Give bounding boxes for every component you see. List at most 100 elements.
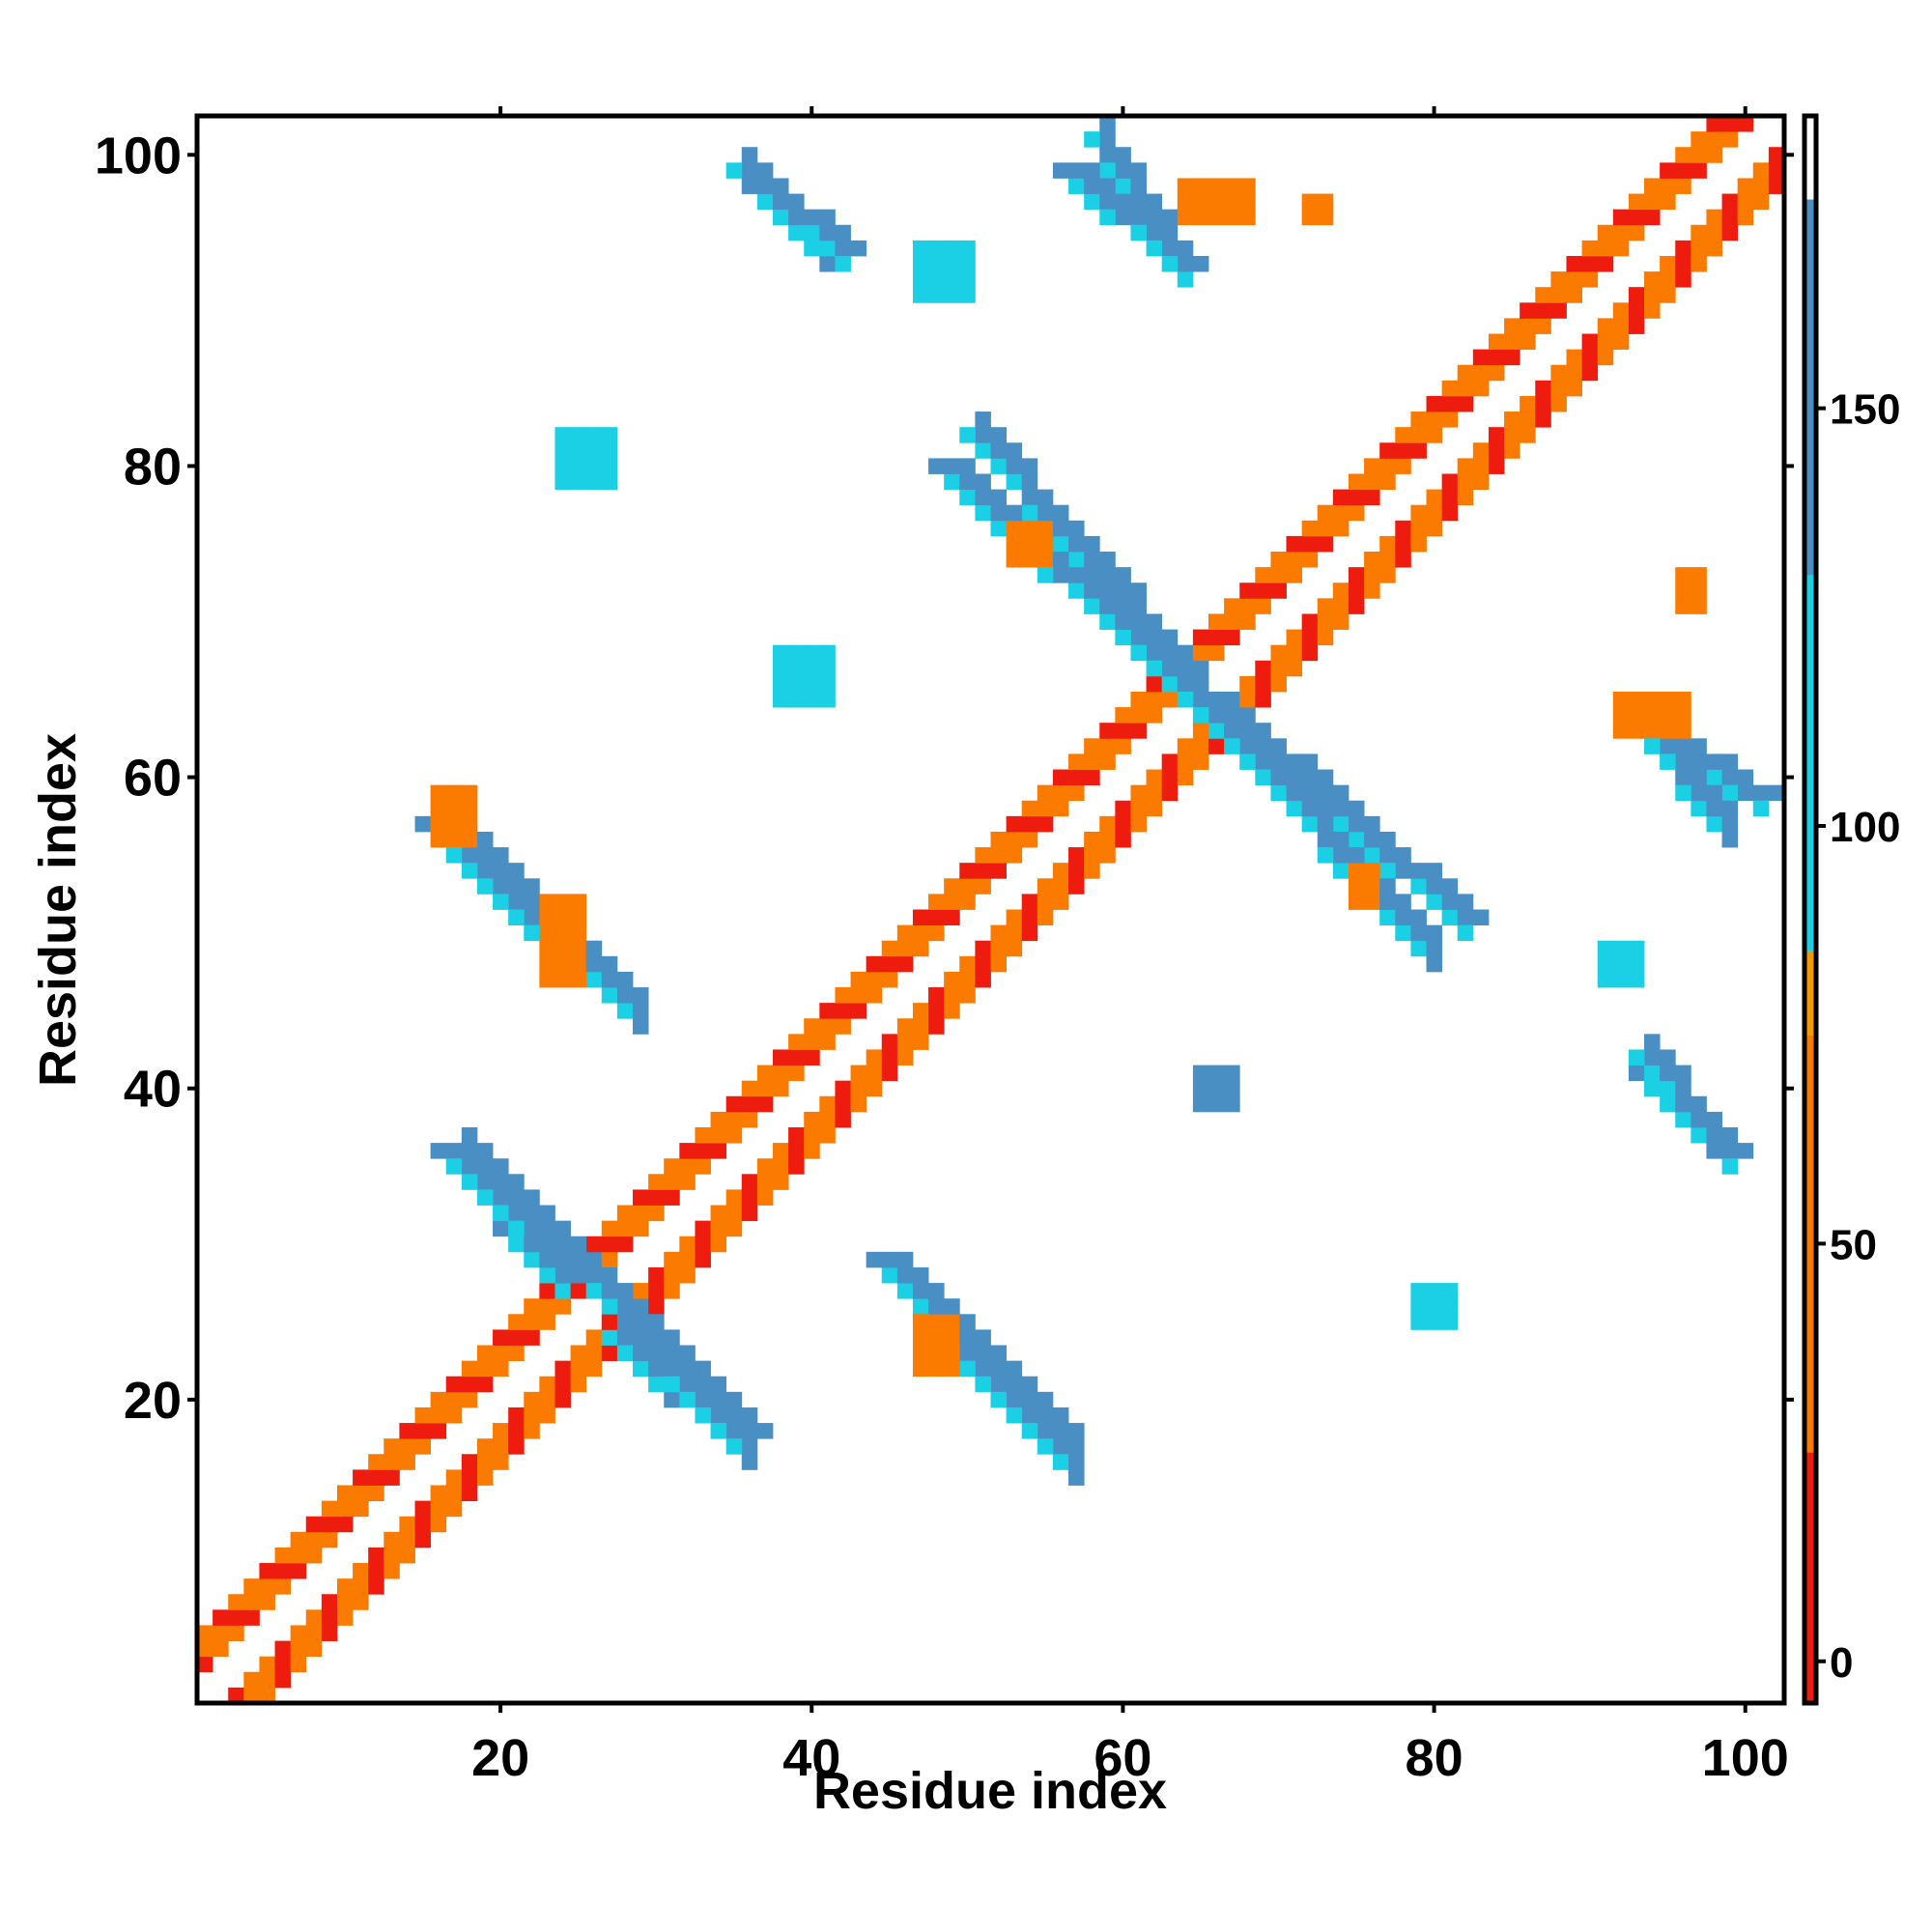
heatmap-cell [959,894,976,910]
heatmap-cell [1488,364,1505,382]
heatmap-cell [1052,535,1069,553]
heatmap-cell [819,691,836,708]
heatmap-cell [1348,831,1365,848]
heatmap-cell [725,1220,743,1237]
heatmap-cell [1317,629,1334,646]
heatmap-cell [1161,255,1179,272]
heatmap-cell [835,1003,851,1019]
heatmap-cell [1457,924,1474,942]
heatmap-cell [1270,769,1287,786]
heatmap-cell [1535,395,1551,412]
heatmap-cell [788,1127,805,1144]
heatmap-cell [1410,504,1427,522]
heatmap-cell [881,1034,898,1050]
heatmap-cell [866,1080,883,1097]
heatmap-cell [1721,815,1739,833]
heatmap-cell [1675,784,1691,802]
heatmap-cell [290,1563,307,1579]
heatmap-cell [710,1220,727,1237]
heatmap-cell [1690,147,1707,163]
heatmap-cell [1721,1158,1739,1175]
heatmap-cell [353,1485,369,1501]
heatmap-cell [228,1625,244,1641]
heatmap-cell [788,1034,805,1050]
heatmap-cell [493,1423,509,1439]
heatmap-cell [476,878,494,895]
heatmap-cell [1317,769,1334,786]
heatmap-cell [585,458,603,474]
heatmap-cell [1068,753,1085,770]
heatmap-cell [710,1236,727,1253]
heatmap-cell [1644,1080,1661,1097]
heatmap-cell [1706,815,1722,833]
heatmap-cell [1208,738,1225,754]
heatmap-cell [835,224,851,242]
heatmap-cell [508,1423,525,1439]
heatmap-cell [788,1143,805,1159]
heatmap-cell [959,971,976,988]
heatmap-cell [1379,878,1396,895]
heatmap-cell [990,924,1008,942]
heatmap-cell [430,1143,447,1159]
heatmap-cell [1395,520,1411,537]
heatmap-cell [1192,723,1209,739]
heatmap-cell [445,1391,463,1408]
heatmap-cell [944,1329,960,1346]
heatmap-cell [633,1205,649,1222]
heatmap-cell [990,831,1008,848]
heatmap-cell [1520,395,1536,412]
heatmap-cell [601,1329,618,1346]
heatmap-cell [881,955,898,973]
heatmap-cell [1690,131,1707,148]
heatmap-cell [990,1360,1008,1378]
heatmap-cell [1348,504,1365,522]
heatmap-cell [259,1687,275,1704]
heatmap-cell [493,878,509,895]
heatmap-cell [756,178,774,194]
heatmap-cell [1721,753,1739,770]
heatmap-cell [1332,582,1350,599]
heatmap-cell [928,1298,945,1315]
heatmap-cell [1006,552,1023,568]
heatmap-cell [1192,1080,1209,1097]
heatmap-cell [1644,1065,1661,1082]
colorbar: 0 50 100 150 [1802,113,1900,1706]
heatmap-cell [539,940,555,957]
heatmap-cell [975,442,991,459]
heatmap-cell [1706,209,1722,226]
heatmap-cell [461,1391,478,1408]
heatmap-cell [772,1049,789,1065]
heatmap-cell [493,863,509,879]
heatmap-cell [539,971,555,988]
heatmap-cell [1472,909,1490,926]
heatmap-cell [539,1251,555,1268]
heatmap-cell [1488,333,1505,351]
heatmap-cell [1006,442,1023,459]
heatmap-cell [1068,1438,1085,1455]
heatmap-cell [1737,116,1754,132]
heatmap-cell [804,240,820,257]
heatmap-cell [1332,800,1350,817]
heatmap-cell [524,1236,540,1253]
heatmap-cell [975,504,991,522]
heatmap-cell [399,1516,415,1533]
heatmap-cell [1177,753,1194,770]
heatmap-cell [1084,753,1100,770]
heatmap-cell [1161,209,1179,226]
heatmap-cell [1115,178,1131,194]
heatmap-cell [1628,318,1645,334]
heatmap-cell [819,1111,836,1128]
heatmap-cell [539,1406,555,1424]
heatmap-cell [1177,271,1194,288]
heatmap-cell [804,1018,820,1035]
heatmap-cell [1255,769,1271,786]
heatmap-cell [1099,613,1116,630]
heatmap-cell [975,863,991,879]
heatmap-cell [1301,629,1319,646]
heatmap-cell [321,1594,338,1610]
heatmap-cell [1520,318,1536,334]
heatmap-cell [633,987,649,1004]
heatmap-cell [804,224,820,242]
heatmap-cell [648,1189,665,1206]
heatmap-cell [493,894,509,910]
